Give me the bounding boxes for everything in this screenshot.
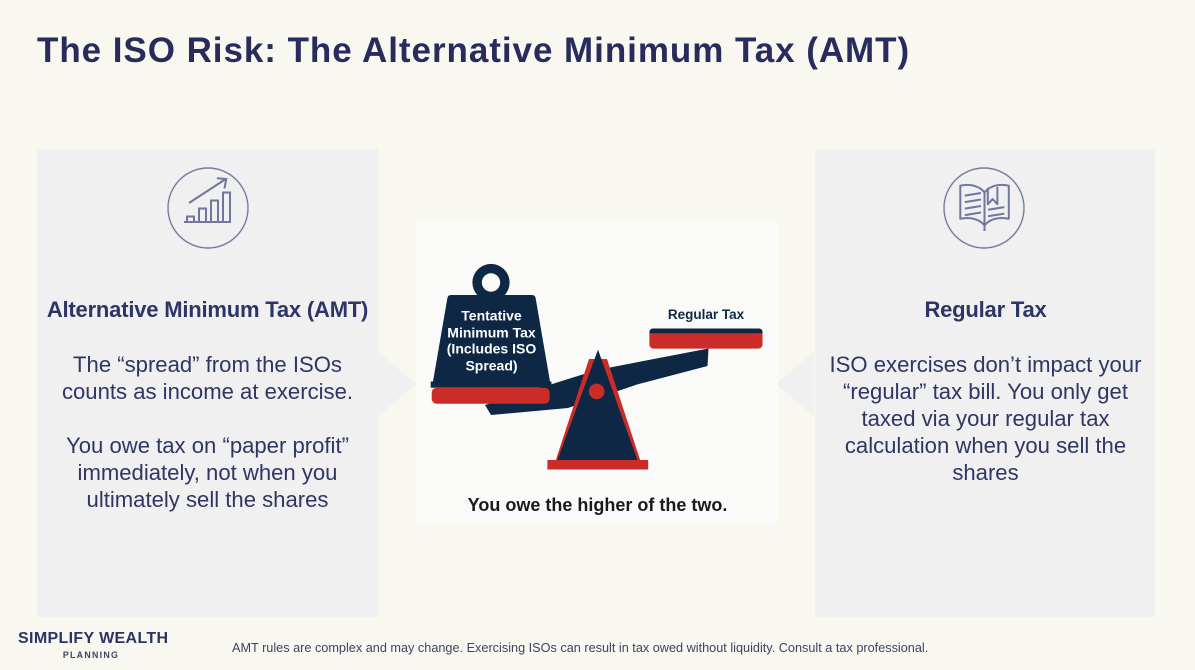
svg-text:Tentative: Tentative — [461, 308, 522, 324]
svg-text:Regular Tax: Regular Tax — [668, 307, 745, 322]
svg-text:Minimum Tax: Minimum Tax — [447, 325, 536, 341]
svg-text:(Includes ISO: (Includes ISO — [447, 341, 537, 357]
svg-text:Spread): Spread) — [465, 358, 517, 374]
svg-text:You owe the higher of the two.: You owe the higher of the two. — [468, 495, 728, 515]
